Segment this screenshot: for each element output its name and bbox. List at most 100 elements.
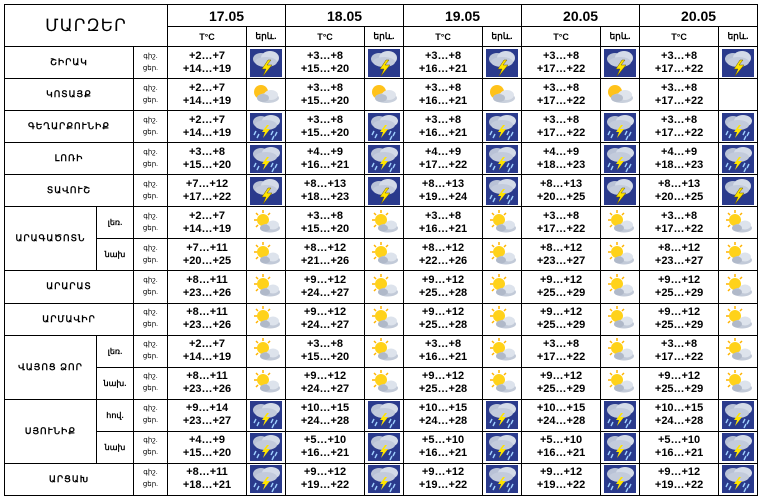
temperature-cell: +5…+10 +16…+21: [285, 430, 366, 464]
day-temp: +22…+26: [418, 254, 468, 267]
storm-rain-icon: [250, 144, 282, 173]
night-temp: +9…+12: [421, 273, 465, 286]
night-temp: +9…+12: [421, 370, 465, 383]
weather-icon-cell: [600, 462, 641, 497]
day-temp: +16…+21: [654, 447, 704, 460]
storm-rain-icon: [604, 112, 637, 141]
day-temp: +17…+22: [536, 126, 586, 139]
night-temp: +3…+8: [661, 338, 698, 351]
day-label: ցեր.: [142, 321, 159, 329]
night-temp: +8…+12: [421, 241, 465, 254]
day-temp: +20…+25: [536, 190, 586, 203]
night-temp: +3…+8: [424, 49, 462, 62]
period-labels: գիշ. ցեր.: [133, 110, 168, 144]
temperature-cell: +8…+12 +21…+26: [285, 238, 366, 272]
day-temp: +23…+26: [182, 319, 232, 332]
weather-icon-cell: [245, 142, 287, 176]
temperature-cell: +3…+8 +16…+21: [403, 334, 484, 368]
day-temp: +17…+22: [182, 190, 232, 203]
night-temp: +5…+10: [303, 434, 347, 447]
day-header: 18.05: [285, 4, 405, 27]
weather-icon-cell: [245, 238, 287, 272]
night-temp: +3…+8: [424, 113, 462, 126]
temperature-cell: +8…+12 +23…+27: [521, 238, 602, 272]
weather-icon-cell: [245, 366, 287, 400]
sun-cloud-icon: [604, 273, 636, 301]
day-temp: +19…+22: [536, 479, 586, 492]
thunderstorm-icon: [368, 48, 401, 77]
temperature-cell: +4…+9 +17…+22: [403, 142, 484, 176]
night-temp: +8…+13: [539, 177, 583, 190]
temp-column-header: T°C: [639, 26, 720, 47]
night-temp: +2…+7: [188, 113, 226, 126]
period-labels: գիշ. ցեր.: [133, 206, 168, 240]
weather-icon-cell: [245, 302, 287, 336]
weather-icon-cell: [718, 398, 759, 432]
weather-icon-cell: [718, 462, 759, 497]
table-row: նախ. գիշ. ցեր. +8…+11 +23…+26 +9…+12 +24…+27 +9…: [5, 366, 759, 400]
storm-rain-icon: [486, 465, 519, 494]
night-label: գիշ.: [143, 276, 158, 284]
sun-cloud-icon: [604, 209, 636, 237]
region-name: ԱՐՄԱՎԻՐ: [4, 302, 134, 336]
temperature-cell: +10…+15 +24…+28: [285, 398, 366, 432]
day-temp: +25…+28: [418, 383, 468, 396]
region-name: ՍՅՈՒՆԻՔ: [4, 398, 97, 464]
region-name: ՏԱՎՈՒՇ: [4, 174, 134, 208]
day-temp: +16…+21: [418, 351, 468, 364]
day-label: ցեր.: [142, 417, 159, 425]
temperature-cell: +9…+12 +25…+29: [639, 366, 720, 400]
temperature-cell: +9…+14 +23…+27: [167, 398, 247, 432]
day-temp: +17…+22: [418, 158, 468, 171]
day-temp: +17…+22: [654, 351, 704, 364]
weather-icon-cell: [364, 142, 405, 176]
night-temp: +8…+13: [421, 177, 465, 190]
temperature-cell: +8…+11 +23…+26: [167, 270, 247, 304]
weather-icon-cell: [364, 238, 405, 272]
sun-cloud-icon: [250, 273, 282, 301]
sun-cloud-icon: [368, 273, 400, 301]
table-row: ԼՈՌԻ գիշ. ցեր. +3…+8 +15…+20 +4…+9 +16…+21 +4…+…: [4, 142, 759, 176]
weather-icon-cell: [600, 45, 641, 80]
temperature-cell: +3…+8 +17…+22: [639, 45, 720, 80]
temperature-cell: +9…+12 +19…+22: [639, 462, 720, 497]
day-label: ցեր.: [142, 256, 159, 264]
weather-icon-cell: [364, 45, 405, 80]
temp-column-header: T°C: [285, 26, 366, 47]
weather-icon-cell: [364, 366, 405, 400]
sun-cloud-icon: [486, 241, 518, 269]
sun-cloud-icon: [722, 337, 754, 365]
subzone-label: լեռ.: [96, 206, 134, 240]
temp-column-header: T°C: [403, 26, 484, 47]
subzone-label: հով.: [96, 398, 134, 432]
day-temp: +15…+20: [182, 447, 232, 460]
weather-icon-cell: [600, 78, 641, 112]
storm-rain-icon: [486, 401, 519, 430]
region-name: ՎԱՅՈՑ ՁՈՐ: [4, 334, 97, 400]
weather-icon-cell: [482, 366, 523, 400]
weather-icon-cell: [600, 302, 641, 336]
storm-rain-icon: [604, 465, 637, 494]
weather-icon-cell: [364, 174, 405, 208]
weather-icon-cell: [600, 398, 641, 432]
weather-icon-cell: [600, 142, 641, 176]
temperature-cell: +3…+8 +17…+22: [521, 110, 602, 144]
night-temp: +9…+12: [657, 466, 701, 479]
night-temp: +2…+7: [188, 209, 226, 222]
day-label: ցեր.: [142, 288, 159, 296]
day-temp: +20…+25: [182, 254, 232, 267]
temperature-cell: +7…+12 +17…+22: [167, 174, 247, 208]
weather-icon-cell: [482, 334, 523, 368]
night-temp: +5…+10: [539, 434, 583, 447]
day-temp: +24…+28: [536, 415, 586, 428]
night-temp: +3…+8: [543, 209, 580, 222]
subzone-label: նախ: [96, 430, 134, 464]
region-name: ԱՐՑԱԽ: [4, 462, 134, 497]
temperature-cell: +5…+10 +16…+21: [521, 430, 602, 464]
day-temp: +23…+27: [536, 254, 586, 267]
day-temp: +21…+26: [300, 254, 350, 267]
day-header: 19.05: [403, 4, 523, 27]
day-temp: +14…+19: [182, 62, 232, 75]
day-temp: +19…+22: [418, 479, 468, 492]
day-temp: +17…+22: [536, 62, 586, 75]
